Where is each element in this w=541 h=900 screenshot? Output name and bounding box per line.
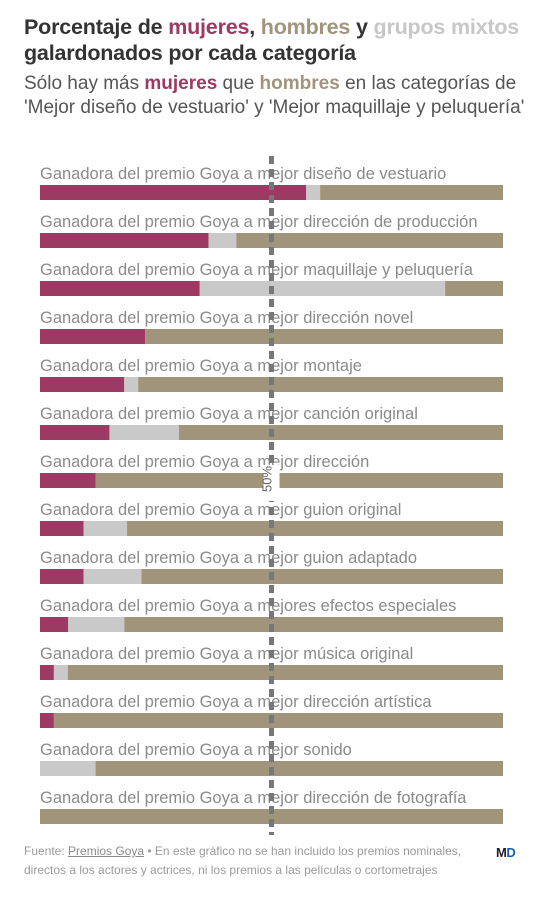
bar-segment-hombres bbox=[145, 329, 503, 344]
bar-segment-hombres bbox=[40, 809, 503, 824]
category-label: Ganadora del premio Goya a mejores efect… bbox=[40, 597, 456, 615]
bar-segment-hombres bbox=[67, 665, 503, 680]
stacked-bar-chart: Ganadora del premio Goya a mejor diseño … bbox=[40, 156, 504, 835]
bar-segment-grupos-mixtos bbox=[124, 377, 139, 392]
bar-segment-hombres bbox=[95, 473, 503, 488]
category-label: Ganadora del premio Goya a mejor montaje bbox=[40, 357, 362, 375]
category-label: Ganadora del premio Goya a mejor maquill… bbox=[40, 261, 474, 279]
title-sep: , bbox=[249, 15, 261, 39]
title-women: mujeres bbox=[168, 15, 250, 39]
subtitle-text-2: que bbox=[217, 73, 260, 94]
bar-segment-hombres bbox=[53, 713, 503, 728]
title-men: hombres bbox=[260, 15, 351, 39]
title-line-2: galardonados por cada categoría bbox=[24, 41, 356, 65]
bar-segment-hombres bbox=[320, 185, 503, 200]
bar-segment-grupos-mixtos bbox=[199, 281, 446, 296]
subtitle-women: mujeres bbox=[144, 73, 218, 94]
bar-segment-hombres bbox=[141, 569, 503, 584]
title-mixed: grupos mixtos bbox=[373, 15, 520, 39]
reference-line-label: 50% bbox=[260, 466, 275, 492]
bar-segment-grupos-mixtos bbox=[306, 185, 321, 200]
chart-title: Porcentaje de mujeres, hombres y grupos … bbox=[24, 14, 524, 66]
bar-segment-mujeres bbox=[40, 329, 146, 344]
bar-segment-grupos-mixtos bbox=[83, 521, 128, 536]
bar-segment-grupos-mixtos bbox=[109, 425, 179, 440]
category-label: Ganadora del premio Goya a mejor sonido bbox=[40, 741, 352, 759]
category-label: Ganadora del premio Goya a mejor direcci… bbox=[40, 213, 478, 231]
bar-segment-mujeres bbox=[40, 473, 96, 488]
subtitle-text-1: Sólo hay más bbox=[24, 73, 145, 94]
bar-segment-mujeres bbox=[40, 377, 125, 392]
bar-segment-mujeres bbox=[40, 569, 84, 584]
bar-segment-hombres bbox=[127, 521, 503, 536]
bar-segment-grupos-mixtos bbox=[53, 665, 68, 680]
bar-segment-grupos-mixtos bbox=[68, 617, 125, 632]
bar-segment-hombres bbox=[178, 425, 503, 440]
chart-subtitle: Sólo hay más mujeres que hombres en las … bbox=[24, 72, 529, 120]
title-and: y bbox=[350, 15, 374, 39]
bar-segment-grupos-mixtos bbox=[83, 569, 142, 584]
category-label: Ganadora del premio Goya a mejor canción… bbox=[40, 405, 418, 423]
category-label: Ganadora del premio Goya a mejor guion a… bbox=[40, 549, 417, 567]
reference-label-bg bbox=[263, 465, 280, 501]
md-logo: MD bbox=[496, 845, 516, 860]
bar-segment-mujeres bbox=[40, 713, 54, 728]
bar-segment-hombres bbox=[236, 233, 503, 248]
subtitle-text-3: en las categorías de 'Mejor diseño de ve… bbox=[24, 73, 525, 118]
title-text-1: Porcentaje de bbox=[24, 15, 169, 39]
bar-segment-mujeres bbox=[40, 665, 54, 680]
bar-segment-mujeres bbox=[40, 425, 110, 440]
bar-segment-hombres bbox=[138, 377, 503, 392]
category-label: Ganadora del premio Goya a mejor direcci… bbox=[40, 789, 467, 807]
subtitle-men: hombres bbox=[259, 73, 340, 94]
logo-part-1: M bbox=[496, 845, 507, 860]
bar-segment-mujeres bbox=[40, 233, 209, 248]
category-label: Ganadora del premio Goya a mejor música … bbox=[40, 645, 413, 663]
category-label: Ganadora del premio Goya a mejor guion o… bbox=[40, 501, 401, 519]
category-label: Ganadora del premio Goya a mejor direcci… bbox=[40, 453, 369, 471]
source-prefix: Fuente: bbox=[24, 844, 69, 858]
bar-segment-hombres bbox=[95, 761, 503, 776]
category-label: Ganadora del premio Goya a mejor diseño … bbox=[40, 165, 446, 183]
source-link[interactable]: Premios Goya bbox=[68, 844, 145, 858]
category-label: Ganadora del premio Goya a mejor direcci… bbox=[40, 693, 432, 711]
bar-segment-grupos-mixtos bbox=[208, 233, 237, 248]
bar-segment-hombres bbox=[445, 281, 503, 296]
bar-segment-mujeres bbox=[40, 281, 200, 296]
category-label: Ganadora del premio Goya a mejor direcci… bbox=[40, 309, 413, 327]
logo-part-2: D bbox=[506, 845, 516, 860]
bar-segment-grupos-mixtos bbox=[40, 761, 96, 776]
bar-segment-mujeres bbox=[40, 521, 84, 536]
chart-footer: Fuente: Premios Goya • En este gráfico n… bbox=[24, 842, 484, 880]
footer-note: • En este gráfico no se han incluido los… bbox=[24, 844, 462, 877]
bar-segment-hombres bbox=[124, 617, 504, 632]
bar-segment-mujeres bbox=[40, 617, 69, 632]
bar-segment-mujeres bbox=[40, 185, 307, 200]
